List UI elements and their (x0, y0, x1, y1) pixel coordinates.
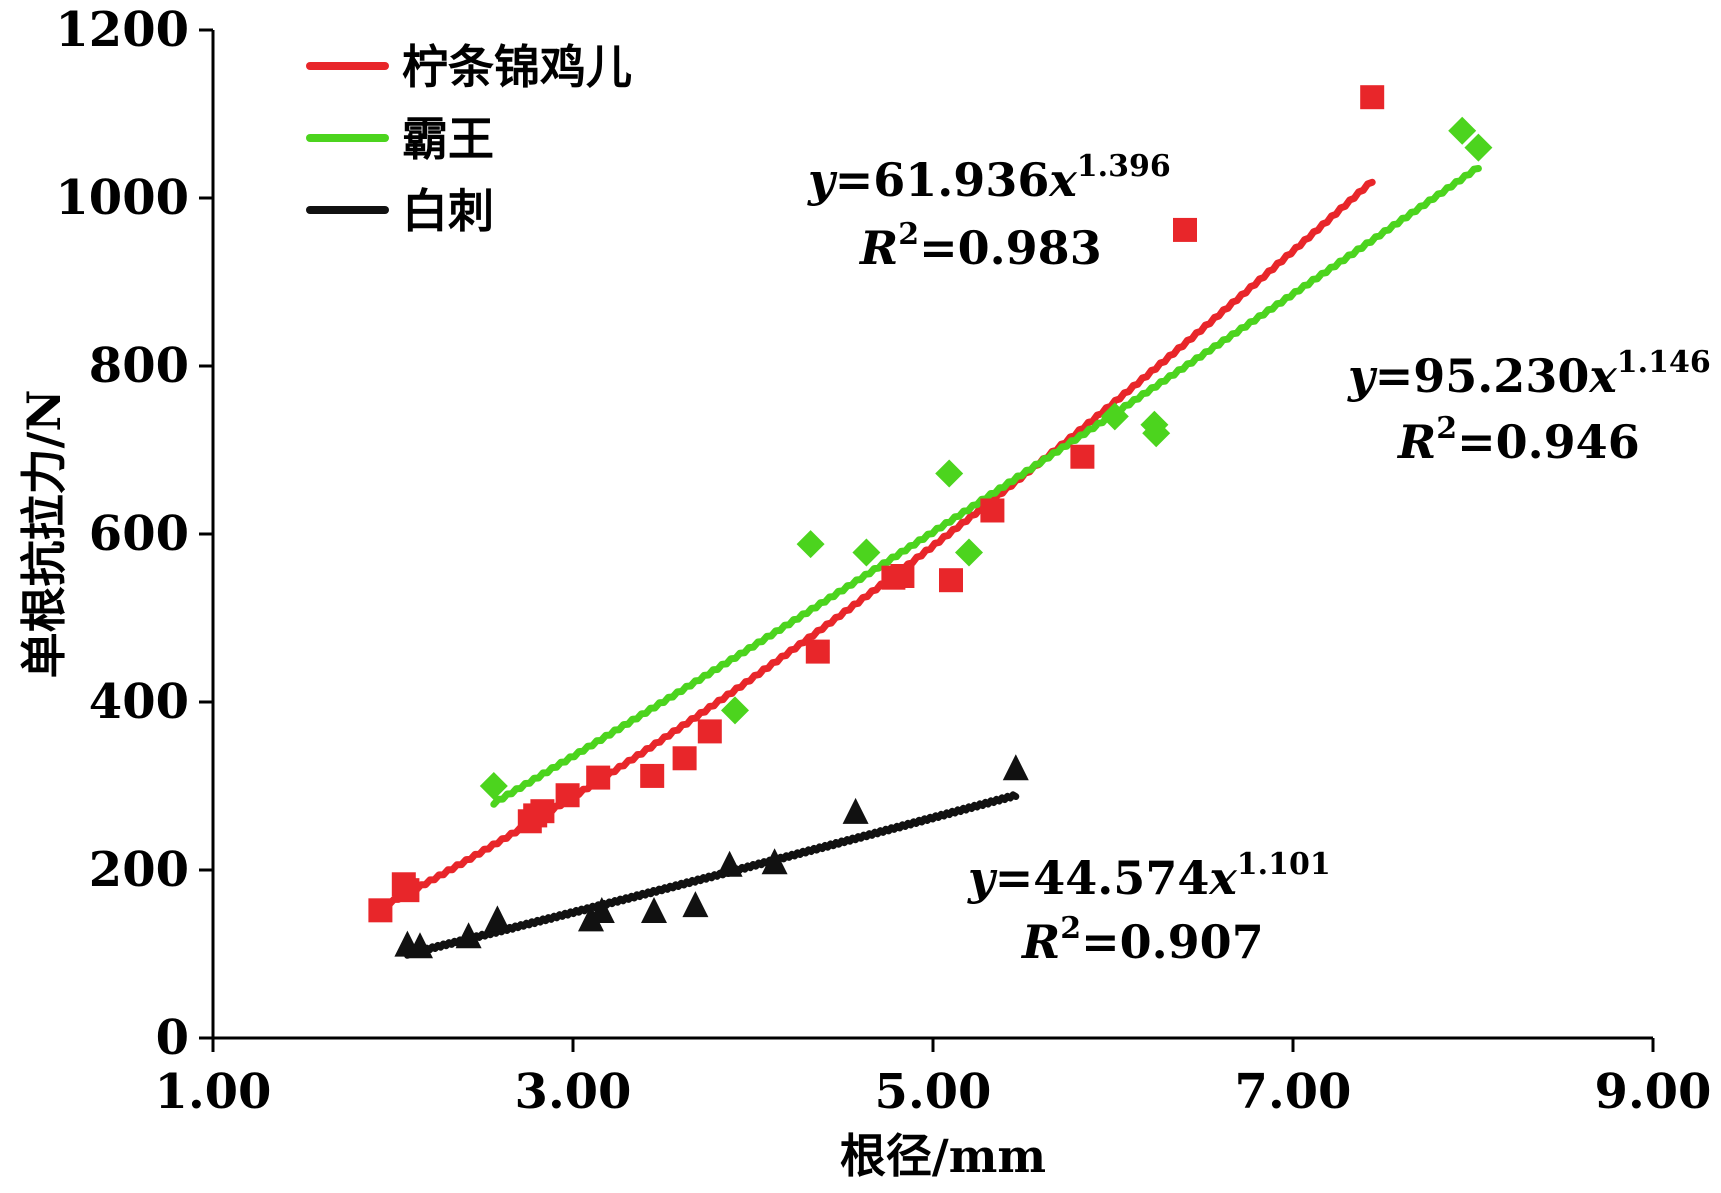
triangle-marker (1002, 754, 1029, 781)
r-squared: R2=0.907 (1020, 911, 1264, 969)
triangle-marker (578, 905, 604, 932)
triangle-marker (842, 797, 869, 824)
square-marker (395, 878, 420, 903)
y-tick-label: 1200 (55, 2, 189, 58)
diamond-marker (935, 459, 964, 488)
square-marker (890, 564, 915, 588)
legend-label: 霸王 (402, 112, 494, 166)
fit-line-1 (376, 178, 1376, 913)
square-marker (1360, 85, 1385, 110)
triangle-marker (716, 850, 743, 877)
y-tick-label: 800 (89, 338, 189, 394)
square-marker (640, 763, 665, 788)
diamond-marker (852, 538, 881, 567)
data-markers (368, 85, 1493, 959)
fit-equation: y=95.230x1.146 (1347, 345, 1711, 403)
diamond-marker (955, 538, 983, 567)
diamond-marker (1464, 133, 1493, 162)
triangle-marker (455, 922, 482, 949)
legend-label: 白刺 (402, 184, 494, 238)
diamond-marker (1142, 419, 1171, 448)
fit-equations: y=61.936x1.396 R2=0.983 y=95.230x1.146 R2=0… (807, 149, 1711, 969)
square-marker (555, 783, 580, 808)
square-marker (980, 498, 1005, 523)
x-axis-title: 根径/mm (840, 1129, 1046, 1183)
square-marker (1070, 444, 1095, 469)
y-tick-label: 400 (89, 674, 189, 730)
diamond-marker (479, 772, 508, 800)
fit-lines (376, 165, 1482, 959)
x-tick-label: 7.00 (1235, 1064, 1352, 1120)
square-marker (1173, 217, 1197, 242)
axes: 0 200 400 600 800 1000 1200 1.00 3.00 5.00 7.00 9.0… (17, 2, 1711, 1183)
y-tick-label: 1000 (55, 170, 189, 226)
legend-label: 柠条锦鸡儿 (402, 40, 632, 94)
x-tick-label: 1.00 (155, 1064, 272, 1120)
triangle-marker (484, 905, 511, 932)
y-tick-label: 0 (156, 1010, 189, 1066)
square-marker (697, 719, 722, 744)
diamond-marker (1448, 116, 1477, 145)
r-squared: R2=0.983 (858, 217, 1102, 275)
fit-equation: y=44.574x1.101 (967, 847, 1331, 905)
x-tick-label: 3.00 (515, 1064, 632, 1120)
x-tick-label: 5.00 (875, 1064, 992, 1120)
square-marker (530, 799, 555, 824)
square-marker (672, 746, 697, 771)
fit-equation: y=61.936x1.396 (807, 149, 1171, 207)
triangle-marker (682, 891, 709, 918)
triangle-marker (641, 897, 667, 923)
y-axis-title: 单根抗拉力/N (17, 390, 71, 679)
r-squared: R2=0.946 (1396, 411, 1640, 469)
triangle-marker (761, 848, 788, 875)
square-marker (368, 898, 393, 923)
diamond-marker (721, 696, 749, 725)
square-marker (805, 639, 830, 664)
square-marker (939, 568, 963, 593)
triangle-marker (588, 897, 615, 923)
x-tick-label: 9.00 (1595, 1064, 1712, 1120)
y-tick-label: 200 (89, 842, 189, 898)
square-marker (586, 765, 611, 790)
diamond-marker (1100, 402, 1129, 431)
diamond-marker (796, 530, 825, 559)
triangle-marker (407, 932, 433, 959)
y-tick-label: 600 (89, 506, 189, 562)
